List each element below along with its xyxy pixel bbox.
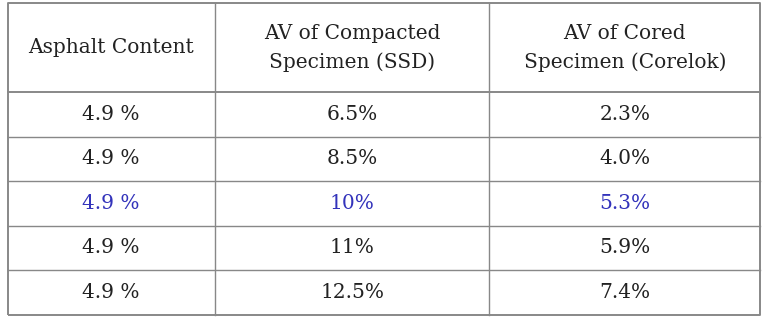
Text: 5.3%: 5.3% (599, 194, 650, 213)
Text: AV of Cored
Specimen (Corelok): AV of Cored Specimen (Corelok) (524, 24, 726, 72)
Text: 4.9 %: 4.9 % (82, 149, 140, 168)
Text: 8.5%: 8.5% (326, 149, 378, 168)
Text: 4.9 %: 4.9 % (82, 194, 140, 213)
Text: 4.9 %: 4.9 % (82, 238, 140, 258)
Text: 10%: 10% (329, 194, 375, 213)
Text: Asphalt Content: Asphalt Content (28, 38, 194, 57)
Text: 4.9 %: 4.9 % (82, 105, 140, 124)
Text: 6.5%: 6.5% (326, 105, 378, 124)
Text: 5.9%: 5.9% (599, 238, 650, 258)
Text: 11%: 11% (329, 238, 375, 258)
Text: AV of Compacted
Specimen (SSD): AV of Compacted Specimen (SSD) (263, 24, 440, 72)
Text: 12.5%: 12.5% (320, 283, 384, 302)
Text: 4.0%: 4.0% (599, 149, 650, 168)
Text: 2.3%: 2.3% (599, 105, 650, 124)
Text: 4.9 %: 4.9 % (82, 283, 140, 302)
Text: 7.4%: 7.4% (599, 283, 650, 302)
